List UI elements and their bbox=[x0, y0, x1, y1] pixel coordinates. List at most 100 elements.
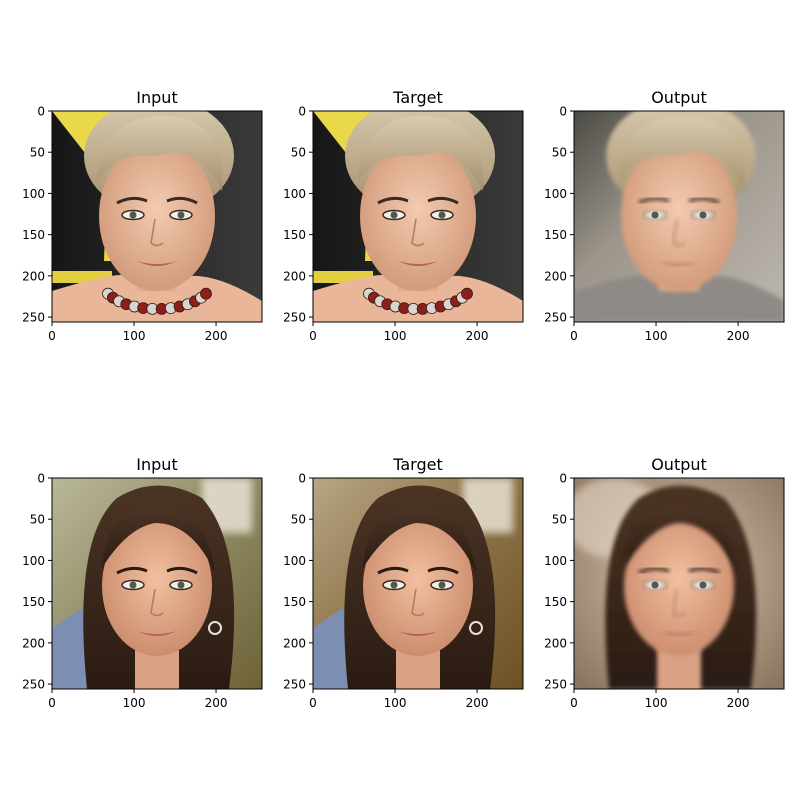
y-tick-label: 0 bbox=[37, 105, 45, 119]
x-tick-label: 100 bbox=[123, 696, 146, 710]
y-tick-label: 50 bbox=[291, 146, 306, 160]
panel-title: Target bbox=[392, 455, 443, 474]
x-tick-label: 200 bbox=[205, 696, 228, 710]
right-eyebrow bbox=[688, 566, 720, 575]
y-tick-label: 150 bbox=[283, 228, 306, 242]
x-tick-label: 100 bbox=[645, 696, 668, 710]
portrait bbox=[574, 111, 784, 322]
x-tick-label: 100 bbox=[384, 696, 407, 710]
x-tick-label: 0 bbox=[309, 696, 317, 710]
x-tick-label: 200 bbox=[727, 329, 750, 343]
portrait bbox=[313, 111, 523, 322]
right-eyebrow bbox=[166, 566, 198, 575]
face bbox=[621, 141, 737, 291]
right-eyebrow bbox=[166, 196, 198, 205]
y-tick-label: 200 bbox=[544, 269, 567, 283]
x-tick-label: 0 bbox=[309, 329, 317, 343]
axes-frame bbox=[51, 477, 263, 690]
left-eyebrow bbox=[377, 566, 409, 575]
right-iris bbox=[438, 581, 446, 589]
x-tick-label: 0 bbox=[570, 696, 578, 710]
face bbox=[99, 141, 215, 291]
left-iris bbox=[651, 211, 659, 219]
x-tick-label: 0 bbox=[48, 696, 56, 710]
x-tick-label: 100 bbox=[384, 329, 407, 343]
panel-title: Input bbox=[136, 88, 177, 107]
y-tick-label: 50 bbox=[30, 513, 45, 527]
axes-frame bbox=[312, 110, 524, 323]
left-eyebrow bbox=[116, 566, 148, 575]
mouth bbox=[398, 261, 438, 266]
face bbox=[624, 516, 734, 656]
panel-title: Output bbox=[651, 455, 707, 474]
x-tick-label: 200 bbox=[466, 696, 489, 710]
left-iris bbox=[129, 211, 137, 219]
y-tick-label: 200 bbox=[22, 636, 45, 650]
x-tick-label: 0 bbox=[48, 329, 56, 343]
y-tick-label: 250 bbox=[283, 678, 306, 692]
shoulders bbox=[313, 275, 523, 322]
necklace-bead bbox=[461, 287, 473, 300]
y-tick-label: 200 bbox=[544, 636, 567, 650]
x-tick-label: 200 bbox=[205, 329, 228, 343]
nose bbox=[150, 588, 164, 617]
earring bbox=[208, 621, 222, 635]
left-iris bbox=[390, 581, 398, 589]
y-tick-label: 100 bbox=[283, 554, 306, 568]
x-tick-label: 0 bbox=[570, 329, 578, 343]
panel-title: Input bbox=[136, 455, 177, 474]
y-tick-label: 50 bbox=[552, 513, 567, 527]
y-tick-label: 150 bbox=[544, 228, 567, 242]
y-tick-label: 0 bbox=[559, 105, 567, 119]
right-iris bbox=[177, 581, 185, 589]
axes-frame bbox=[51, 110, 263, 323]
y-tick-label: 100 bbox=[22, 187, 45, 201]
y-tick-label: 0 bbox=[559, 472, 567, 486]
left-iris bbox=[129, 581, 137, 589]
right-eyebrow bbox=[688, 196, 720, 205]
y-tick-label: 50 bbox=[291, 513, 306, 527]
y-tick-label: 50 bbox=[30, 146, 45, 160]
y-tick-label: 150 bbox=[22, 228, 45, 242]
mouth bbox=[137, 631, 177, 636]
mouth bbox=[398, 631, 438, 636]
right-eyebrow bbox=[427, 566, 459, 575]
y-tick-label: 200 bbox=[22, 269, 45, 283]
left-iris bbox=[390, 211, 398, 219]
y-tick-label: 250 bbox=[22, 311, 45, 325]
hair-top bbox=[619, 116, 745, 191]
hair-top bbox=[358, 116, 484, 191]
earring bbox=[469, 621, 483, 635]
necklace-bead bbox=[200, 287, 212, 300]
y-tick-label: 100 bbox=[544, 187, 567, 201]
y-tick-label: 50 bbox=[552, 146, 567, 160]
y-tick-label: 150 bbox=[544, 595, 567, 609]
y-tick-label: 150 bbox=[283, 595, 306, 609]
portrait bbox=[52, 111, 262, 322]
mouth bbox=[137, 261, 177, 266]
mouth bbox=[659, 631, 699, 636]
x-tick-label: 200 bbox=[727, 696, 750, 710]
y-tick-label: 200 bbox=[283, 269, 306, 283]
face bbox=[360, 141, 476, 291]
y-tick-label: 100 bbox=[22, 554, 45, 568]
y-tick-label: 0 bbox=[298, 105, 306, 119]
portrait bbox=[574, 478, 784, 689]
portrait bbox=[313, 478, 523, 689]
x-tick-label: 200 bbox=[466, 329, 489, 343]
y-tick-label: 250 bbox=[22, 678, 45, 692]
y-tick-label: 0 bbox=[37, 472, 45, 486]
portrait bbox=[52, 478, 262, 689]
y-tick-label: 100 bbox=[283, 187, 306, 201]
axes-frame bbox=[573, 110, 785, 323]
nose bbox=[672, 588, 686, 617]
left-eyebrow bbox=[116, 196, 148, 205]
right-iris bbox=[699, 211, 707, 219]
y-tick-label: 250 bbox=[544, 678, 567, 692]
right-iris bbox=[177, 211, 185, 219]
